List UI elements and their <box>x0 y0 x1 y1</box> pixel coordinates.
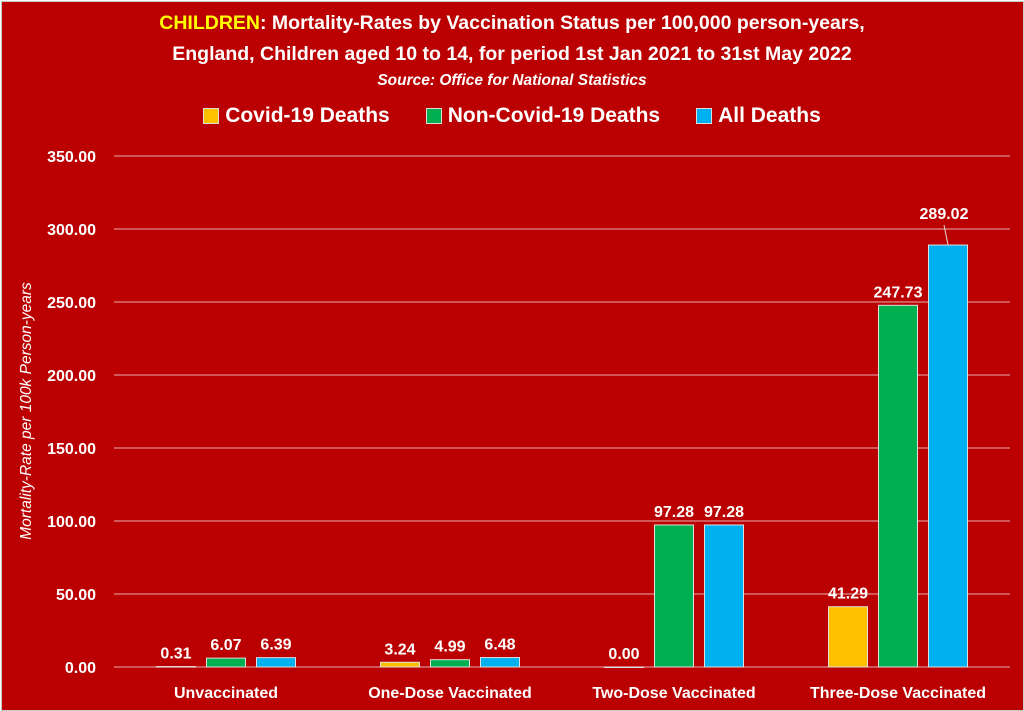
title-rest: : Mortality-Rates by Vaccination Status … <box>260 12 865 34</box>
data-label: 97.28 <box>654 504 694 521</box>
title-highlight: CHILDREN <box>159 12 260 34</box>
bar <box>878 304 918 668</box>
legend-item: Covid-19 Deaths <box>203 104 390 128</box>
data-label: 0.00 <box>608 646 639 663</box>
x-tick-label: Unvaccinated <box>174 685 278 702</box>
bar <box>480 657 520 668</box>
bar <box>654 524 694 668</box>
bar <box>604 666 644 668</box>
bar <box>380 661 420 668</box>
y-tick-label: 350.00 <box>47 149 96 166</box>
data-label: 247.73 <box>874 284 923 301</box>
chart-subtitle: Source: Office for National Statistics <box>377 72 647 89</box>
bar <box>256 657 296 668</box>
y-tick-label: 150.00 <box>47 441 96 458</box>
bar <box>928 244 968 668</box>
data-label: 6.48 <box>484 637 515 654</box>
chart-title: CHILDREN: Mortality-Rates by Vaccination… <box>0 12 1024 35</box>
legend: Covid-19 Deaths Non-Covid-19 Deaths All De… <box>0 104 1024 128</box>
legend-swatch <box>425 108 442 124</box>
data-label: 0.31 <box>160 646 191 663</box>
data-label: 4.99 <box>434 639 465 656</box>
legend-swatch <box>203 108 220 124</box>
x-tick-label: One-Dose Vaccinated <box>368 685 532 702</box>
bar <box>206 657 246 668</box>
data-label: 3.24 <box>384 641 415 658</box>
data-label: 41.29 <box>828 586 868 603</box>
leader-line <box>943 224 949 246</box>
bar <box>704 524 744 668</box>
legend-label: Non-Covid-19 Deaths <box>447 104 661 127</box>
data-label: 289.02 <box>920 206 969 223</box>
data-label: 97.28 <box>704 504 744 521</box>
y-tick-label: 250.00 <box>47 295 96 312</box>
legend-label: All Deaths <box>718 104 821 127</box>
legend-swatch <box>696 108 713 124</box>
legend-item: Non-Covid-19 Deaths <box>425 104 661 128</box>
bar <box>828 606 868 668</box>
data-label: 6.39 <box>260 637 291 654</box>
y-tick-label: 200.00 <box>47 368 96 385</box>
bar <box>430 659 470 668</box>
y-tick-label: 50.00 <box>56 587 96 604</box>
data-label: 6.07 <box>210 637 241 654</box>
chart-title-line2: England, Children aged 10 to 14, for per… <box>172 43 852 65</box>
legend-label: Covid-19 Deaths <box>225 104 390 127</box>
y-tick-label: 100.00 <box>47 514 96 531</box>
y-tick-label: 300.00 <box>47 222 96 239</box>
legend-item: All Deaths <box>696 104 821 128</box>
y-axis-label: Mortality-Rate per 100k Person-years <box>18 282 35 540</box>
bar <box>156 666 196 668</box>
y-tick-label: 0.00 <box>65 660 96 677</box>
x-tick-label: Three-Dose Vaccinated <box>810 685 986 702</box>
x-tick-label: Two-Dose Vaccinated <box>592 685 755 702</box>
